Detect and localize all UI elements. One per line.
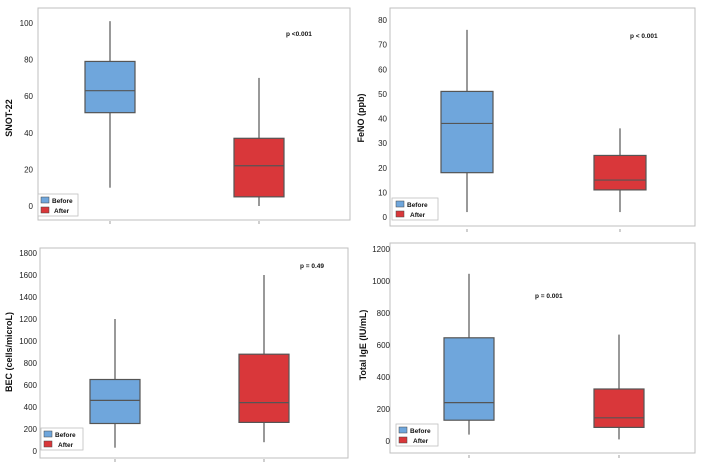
legend-swatch-before: [40, 196, 50, 204]
legend-swatch-after: [395, 210, 405, 218]
legend-swatch-after: [398, 436, 408, 444]
legend-swatch-after: [40, 206, 50, 214]
y-tick-label: 10: [378, 188, 387, 197]
box-after: [593, 154, 647, 191]
y-tick-label: 1400: [19, 293, 37, 302]
y-tick-label: 0: [29, 202, 34, 211]
legend-swatch-after: [43, 440, 53, 448]
y-tick-label: 70: [378, 41, 387, 50]
panel-total-ige: Total IgE (IU/mL) p = 0.001 0 200 400 600 80…: [358, 242, 696, 458]
legend-label-before: Before: [407, 202, 428, 209]
y-tick-label: 0: [383, 213, 388, 222]
y-tick-label: 60: [378, 65, 387, 74]
legend-label-before: Before: [55, 432, 76, 439]
boxes: [440, 29, 647, 232]
y-ticks: 0 20 40 60 80 100: [20, 19, 34, 211]
y-tick-label: 40: [24, 129, 33, 138]
box-after: [238, 353, 290, 424]
legend-label-before: Before: [410, 428, 431, 435]
box-after: [593, 388, 645, 429]
p-value-label: p <0.001: [286, 31, 312, 38]
legend-label-after: After: [54, 208, 70, 215]
box-after: [233, 137, 285, 198]
y-tick-label: 600: [377, 341, 391, 350]
y-ticks: 0 200 400 600 800 1000 1200: [372, 245, 390, 446]
y-tick-label: 100: [20, 19, 34, 28]
y-tick-label: 80: [378, 16, 387, 25]
y-tick-label: 400: [24, 403, 38, 412]
y-axis-label: BEC (cells/microL): [4, 312, 14, 392]
y-tick-label: 1600: [19, 271, 37, 280]
y-tick-label: 800: [377, 309, 391, 318]
legend: Before After: [37, 193, 79, 217]
y-tick-label: 80: [24, 56, 33, 65]
y-tick-label: 20: [24, 165, 33, 174]
box-before: [84, 60, 136, 114]
plot-frame: [37, 7, 351, 221]
y-tick-label: 20: [378, 164, 387, 173]
y-axis-label: SNOT-22: [4, 99, 14, 137]
legend-label-after: After: [413, 438, 429, 445]
y-tick-label: 0: [386, 437, 391, 446]
y-tick-label: 1800: [19, 249, 37, 258]
y-tick-label: 600: [24, 381, 38, 390]
plot-frame: [39, 247, 349, 459]
legend-swatch-before: [398, 426, 408, 434]
p-value-label: p < 0.001: [630, 33, 658, 40]
legend: Before After: [391, 197, 439, 221]
y-axis-label: Total IgE (IU/mL): [358, 310, 368, 381]
legend: Before After: [40, 427, 84, 451]
panel-snot22: SNOT-22 p <0.001 0 20 40 60 80 100 Before Aft…: [4, 7, 351, 224]
y-axis-label: FeNO (ppb): [356, 94, 366, 143]
legend-swatch-before: [395, 200, 405, 208]
y-tick-label: 40: [378, 115, 387, 124]
panel-bec: BEC (cells/microL) p = 0.49 0 200 400 600 80…: [4, 247, 349, 462]
legend-label-after: After: [58, 442, 74, 449]
box-before: [89, 378, 141, 425]
y-tick-label: 1200: [372, 245, 390, 254]
y-ticks: 0 10 20 30 40 50 60 70 80: [378, 16, 387, 222]
y-tick-label: 400: [377, 373, 391, 382]
p-value-label: p = 0.001: [535, 293, 563, 300]
box-before: [443, 337, 495, 421]
y-tick-label: 0: [33, 447, 38, 456]
plot-frame: [389, 7, 696, 227]
legend: Before After: [395, 423, 439, 447]
legend-label-before: Before: [52, 198, 73, 205]
legend-label-after: After: [410, 212, 426, 219]
y-tick-label: 60: [24, 92, 33, 101]
y-tick-label: 800: [24, 359, 38, 368]
y-tick-label: 1000: [372, 277, 390, 286]
boxes: [84, 21, 285, 224]
y-ticks: 0 200 400 600 800 1000 1200 1400 1600 1800: [19, 249, 37, 456]
plot-frame: [389, 242, 696, 454]
panel-feno: FeNO (ppb) p < 0.001 0 10 20 30 40 50 60 70 80 B…: [356, 7, 696, 232]
legend-swatch-before: [43, 430, 53, 438]
y-tick-label: 30: [378, 139, 387, 148]
boxes: [443, 273, 645, 458]
y-tick-label: 50: [378, 90, 387, 99]
y-tick-label: 1200: [19, 315, 37, 324]
p-value-label: p = 0.49: [300, 263, 324, 270]
y-tick-label: 200: [377, 405, 391, 414]
box-before: [440, 90, 494, 174]
y-tick-label: 1000: [19, 337, 37, 346]
y-tick-label: 200: [24, 425, 38, 434]
boxes: [89, 275, 290, 462]
